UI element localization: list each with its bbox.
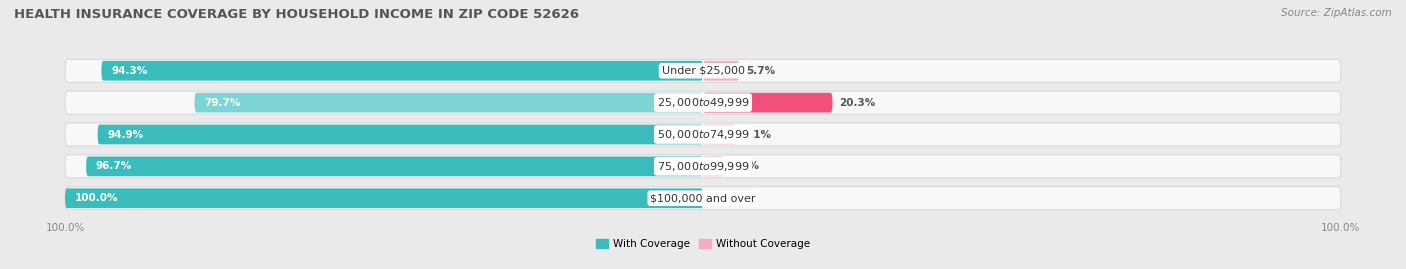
FancyBboxPatch shape bbox=[703, 93, 832, 112]
FancyBboxPatch shape bbox=[65, 91, 1341, 114]
FancyBboxPatch shape bbox=[86, 157, 703, 176]
Text: 79.7%: 79.7% bbox=[204, 98, 240, 108]
Text: $50,000 to $74,999: $50,000 to $74,999 bbox=[657, 128, 749, 141]
FancyBboxPatch shape bbox=[703, 61, 740, 81]
Text: HEALTH INSURANCE COVERAGE BY HOUSEHOLD INCOME IN ZIP CODE 52626: HEALTH INSURANCE COVERAGE BY HOUSEHOLD I… bbox=[14, 8, 579, 21]
Text: 96.7%: 96.7% bbox=[96, 161, 132, 171]
Text: Under $25,000: Under $25,000 bbox=[661, 66, 745, 76]
FancyBboxPatch shape bbox=[97, 125, 703, 144]
Text: 94.9%: 94.9% bbox=[107, 129, 143, 140]
FancyBboxPatch shape bbox=[703, 125, 735, 144]
Legend: With Coverage, Without Coverage: With Coverage, Without Coverage bbox=[592, 235, 814, 253]
Text: 5.7%: 5.7% bbox=[745, 66, 775, 76]
FancyBboxPatch shape bbox=[194, 93, 703, 112]
Text: 100.0%: 100.0% bbox=[75, 193, 118, 203]
Text: $100,000 and over: $100,000 and over bbox=[650, 193, 756, 203]
FancyBboxPatch shape bbox=[703, 157, 724, 176]
Text: 5.1%: 5.1% bbox=[742, 129, 770, 140]
Text: 0.0%: 0.0% bbox=[710, 193, 738, 203]
Text: $25,000 to $49,999: $25,000 to $49,999 bbox=[657, 96, 749, 109]
FancyBboxPatch shape bbox=[65, 59, 1341, 82]
Text: 3.3%: 3.3% bbox=[731, 161, 759, 171]
Text: $75,000 to $99,999: $75,000 to $99,999 bbox=[657, 160, 749, 173]
FancyBboxPatch shape bbox=[65, 123, 1341, 146]
FancyBboxPatch shape bbox=[65, 187, 1341, 210]
FancyBboxPatch shape bbox=[65, 155, 1341, 178]
Text: 94.3%: 94.3% bbox=[111, 66, 148, 76]
Text: Source: ZipAtlas.com: Source: ZipAtlas.com bbox=[1281, 8, 1392, 18]
FancyBboxPatch shape bbox=[101, 61, 703, 81]
FancyBboxPatch shape bbox=[65, 188, 703, 208]
Text: 20.3%: 20.3% bbox=[839, 98, 875, 108]
